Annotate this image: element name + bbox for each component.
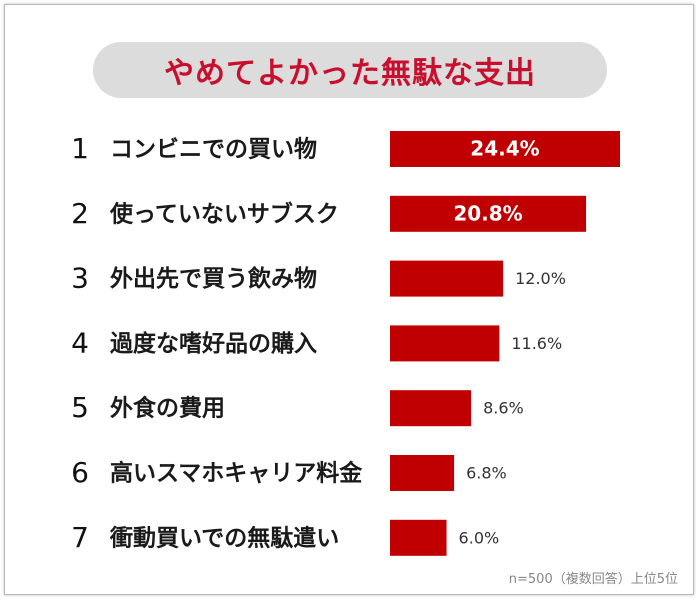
bar-row: 3 外出先で買う飲み物 12.0%	[71, 260, 566, 297]
category-label: 高いスマホキャリア料金	[110, 460, 363, 487]
title-pill: やめてよかった無駄な支出	[93, 42, 607, 98]
rank-number: 5	[71, 391, 89, 424]
value-label: 20.8%	[453, 201, 522, 225]
category-label: 外食の費用	[110, 395, 225, 422]
value-label: 8.6%	[483, 399, 524, 418]
value-label: 24.4%	[470, 137, 539, 161]
value-label: 11.6%	[511, 334, 562, 353]
rank-number: 2	[71, 197, 89, 230]
rank-number: 3	[71, 262, 89, 295]
rank-number: 4	[71, 326, 89, 359]
bar	[390, 325, 500, 362]
chart-frame	[4, 4, 694, 595]
category-label: 過度な嗜好品の購入	[110, 330, 317, 357]
chart-title: やめてよかった無駄な支出	[164, 56, 536, 91]
bar-row: 1 コンビニでの買い物 24.4%	[71, 131, 620, 167]
bar	[390, 455, 455, 491]
rank-number: 6	[71, 456, 89, 489]
value-label: 6.8%	[466, 464, 507, 483]
bar	[390, 390, 472, 427]
bar-row: 2 使っていないサブスク 20.8%	[71, 195, 587, 232]
value-label: 6.0%	[459, 528, 500, 547]
category-label: 使っていないサブスク	[109, 200, 339, 227]
bar-row: 5 外食の費用 8.6%	[71, 390, 524, 427]
bar	[390, 195, 587, 232]
category-label: 外出先で買う飲み物	[110, 265, 317, 292]
category-label: コンビニでの買い物	[110, 136, 317, 163]
rank-number: 1	[71, 132, 89, 165]
bar-row: 4 過度な嗜好品の購入 11.6%	[71, 325, 562, 362]
value-label: 12.0%	[515, 269, 566, 288]
footnote: n=500（複数回答）上位5位	[508, 572, 678, 587]
bar-row: 6 高いスマホキャリア料金 6.8%	[71, 455, 507, 491]
category-label: 衝動買いでの無駄遣い	[109, 524, 339, 551]
bar	[390, 260, 504, 297]
bar-row: 7 衝動買いでの無駄遣い 6.0%	[71, 519, 500, 556]
rank-number: 7	[71, 521, 89, 554]
bar	[390, 519, 447, 556]
bar	[390, 131, 620, 167]
